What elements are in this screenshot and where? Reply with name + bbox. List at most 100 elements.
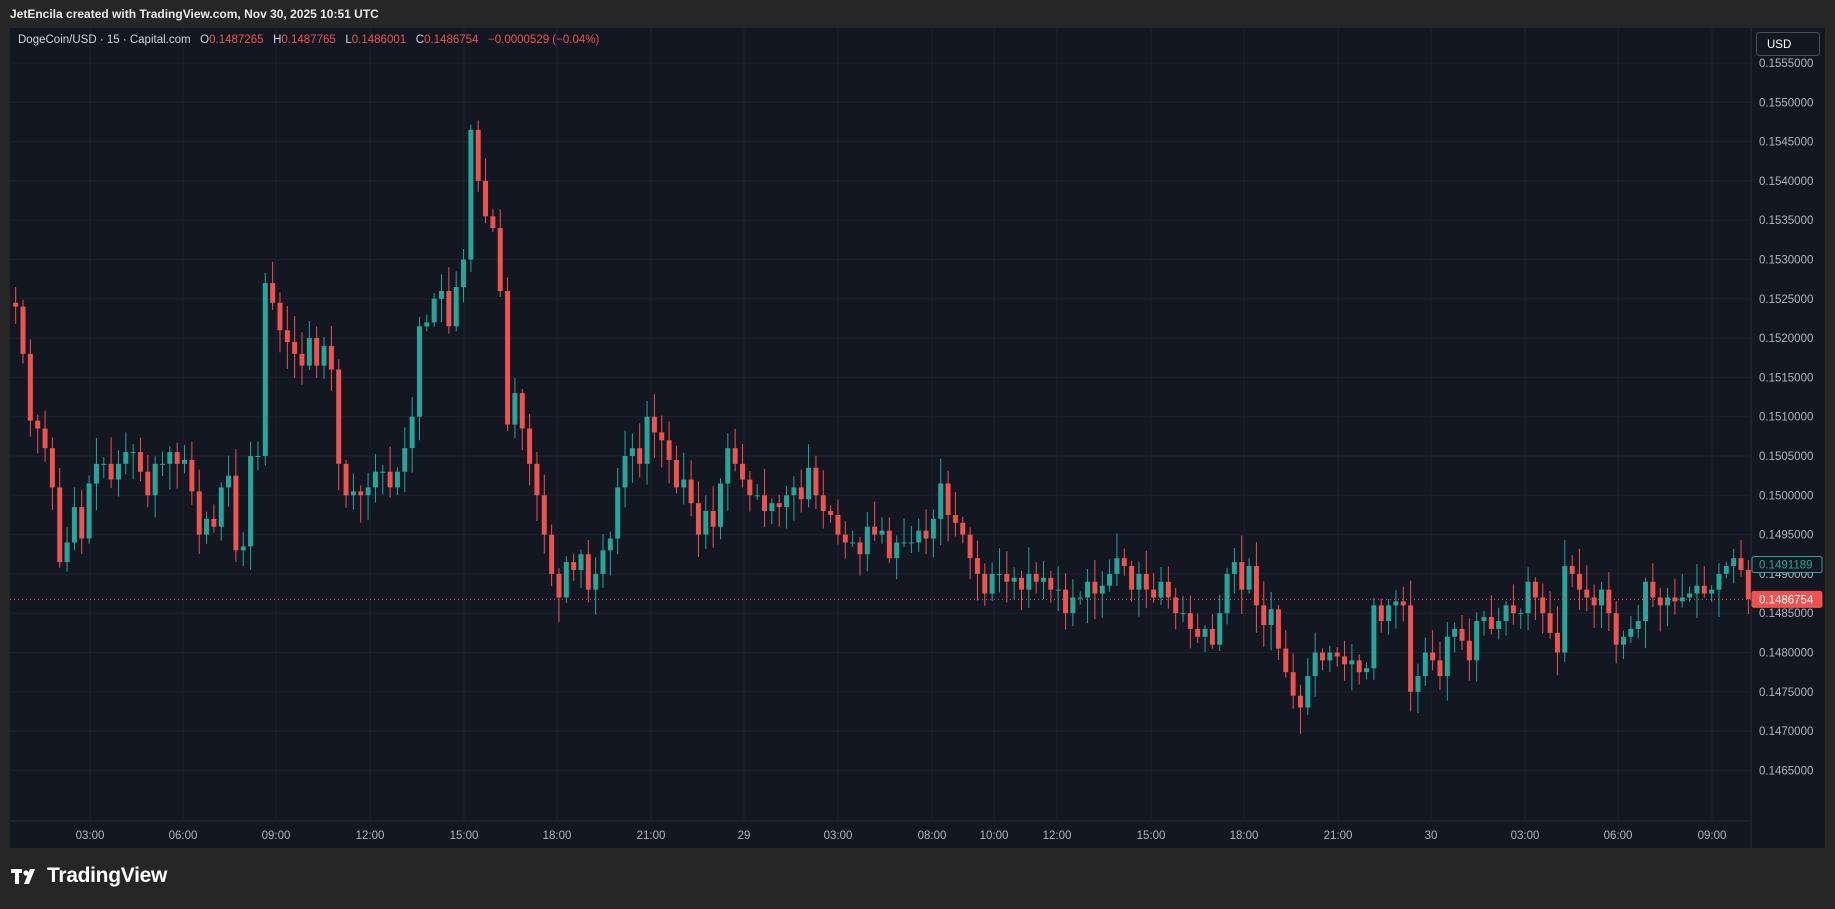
candle-body: [1709, 589, 1715, 594]
symbol-name[interactable]: DogeCoin/USD · 15 · Capital.com: [18, 34, 191, 46]
currency-button[interactable]: USD: [1756, 32, 1820, 56]
candle-body: [740, 463, 746, 480]
candle: [1694, 564, 1700, 618]
candle: [659, 415, 665, 468]
candle-body: [1466, 640, 1472, 661]
candle-body: [1510, 605, 1516, 614]
candle: [270, 261, 276, 310]
candle-body: [93, 463, 99, 484]
candle: [1018, 570, 1024, 611]
candle-body: [64, 542, 70, 563]
price-tick-label: 0.1465000: [1759, 765, 1813, 777]
candle-body: [1261, 605, 1267, 625]
price-axis[interactable]: 0.1465000 0.1470000 0.1475000 0.1480000 0.14…: [1759, 58, 1813, 777]
candle: [828, 505, 834, 523]
candle-body: [945, 483, 951, 515]
candle-body: [284, 330, 290, 343]
candle: [1004, 551, 1010, 603]
candle-body: [695, 503, 701, 535]
candle-body: [607, 538, 613, 551]
candle: [1202, 624, 1208, 653]
candle-body: [571, 562, 577, 570]
candle: [1437, 641, 1443, 691]
candle: [593, 557, 599, 615]
candle: [960, 516, 966, 544]
candle-body: [1584, 589, 1590, 598]
candle: [886, 517, 892, 563]
candle-body: [358, 491, 364, 496]
candle: [108, 437, 114, 488]
price-tick-label: 0.1485000: [1759, 608, 1813, 620]
candle-body: [101, 463, 107, 465]
candle: [1371, 597, 1377, 680]
candle: [681, 452, 687, 505]
candle-body: [512, 393, 518, 425]
candle: [1195, 613, 1201, 643]
candle-body: [130, 452, 136, 454]
candle-body: [1591, 597, 1597, 606]
candle-body: [835, 514, 841, 535]
candle-body: [1114, 558, 1120, 574]
candle-body: [49, 448, 55, 488]
candle-body: [1275, 609, 1281, 649]
candle-body: [1547, 613, 1553, 633]
candle: [1562, 540, 1568, 662]
candle: [1576, 548, 1582, 610]
candle: [328, 325, 334, 391]
candle: [1253, 542, 1259, 633]
candle-body: [1018, 577, 1024, 590]
price-tick-label: 0.1550000: [1759, 97, 1813, 109]
candle: [1085, 568, 1091, 624]
candle-body: [204, 518, 210, 535]
candle-body: [1430, 652, 1436, 661]
candle: [1621, 630, 1627, 660]
price-labels: 0.1491189 0.1486754: [10, 556, 1823, 608]
candle: [174, 442, 180, 489]
candle: [725, 433, 731, 511]
candle: [1121, 548, 1127, 576]
candle-body: [1055, 589, 1061, 591]
candle: [1657, 587, 1663, 632]
candle: [1041, 560, 1047, 600]
chart-frame[interactable]: 0.1465000 0.1470000 0.1475000 0.1480000 0.14…: [10, 28, 1825, 848]
candle-body: [1687, 593, 1693, 598]
candle-body: [1195, 628, 1201, 637]
time-tick-label: 15:00: [450, 830, 479, 842]
candle: [13, 287, 19, 324]
candle: [233, 449, 239, 562]
candle-body: [864, 526, 870, 555]
candle: [1628, 616, 1634, 643]
candle-body: [35, 420, 41, 429]
candle: [1701, 566, 1707, 598]
candle: [101, 457, 107, 479]
candlestick-chart[interactable]: 0.1465000 0.1470000 0.1475000 0.1480000 0.14…: [10, 28, 1825, 848]
candle-body: [1070, 597, 1076, 614]
candle: [1584, 565, 1590, 612]
price-tick-label: 0.1530000: [1759, 255, 1813, 267]
price-tick-label: 0.1510000: [1759, 412, 1813, 424]
candle: [1400, 586, 1406, 622]
candle: [974, 540, 980, 601]
time-tick-label: 15:00: [1137, 830, 1166, 842]
candle: [1312, 632, 1318, 697]
candle: [1532, 577, 1538, 620]
candle-body: [1716, 573, 1722, 590]
candle: [321, 336, 327, 379]
time-axis[interactable]: 03:00 06:00 09:00 12:00 15:00 18:00 21:00 29 03:…: [76, 830, 1727, 842]
candle-body: [1723, 566, 1729, 574]
candle: [717, 478, 723, 540]
time-tick-label: 12:00: [1043, 830, 1072, 842]
candle: [1239, 535, 1245, 615]
candle: [226, 455, 232, 507]
candle: [1209, 614, 1215, 649]
candle: [387, 446, 393, 498]
candle-body: [1576, 573, 1582, 590]
candle-body: [27, 353, 33, 421]
candle: [1063, 573, 1069, 630]
candle: [740, 443, 746, 488]
candle: [438, 274, 444, 323]
candle-body: [1400, 601, 1406, 606]
price-tick-label: 0.1520000: [1759, 333, 1813, 345]
candle-body: [490, 216, 496, 229]
candle-body: [1657, 597, 1663, 606]
